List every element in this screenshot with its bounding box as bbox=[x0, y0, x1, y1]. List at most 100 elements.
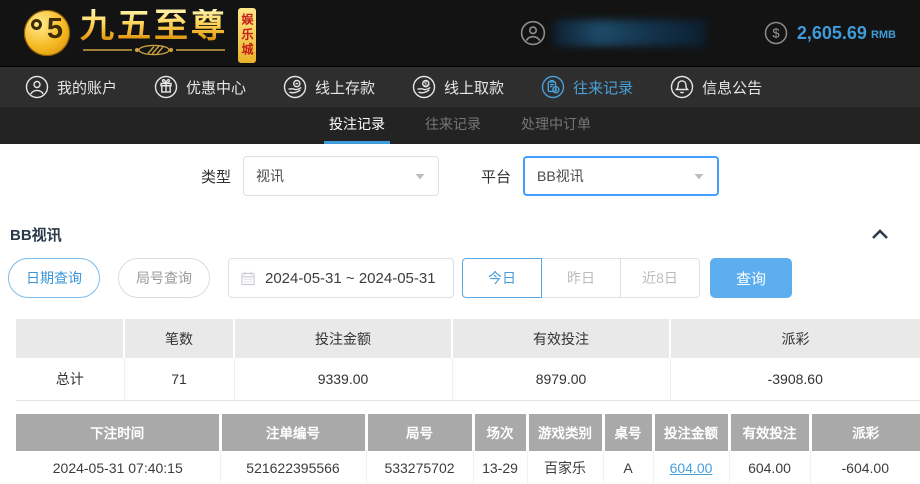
nav-label: 线上取款 bbox=[444, 79, 505, 97]
type-select[interactable]: 视讯 bbox=[243, 156, 439, 196]
date-query-button[interactable]: 日期查询 bbox=[8, 258, 100, 298]
type-label: 类型 bbox=[200, 168, 231, 186]
summary-header-row: 笔数 投注金额 有效投注 派彩 bbox=[16, 319, 920, 358]
logo-name: 九五至尊 bbox=[80, 6, 228, 45]
quick-label: 昨日 bbox=[567, 270, 595, 286]
platform-select[interactable]: BB视讯 bbox=[523, 156, 720, 196]
tab-processing-orders[interactable]: 处理中订单 bbox=[516, 107, 596, 144]
nav-item-withdraw[interactable]: $ 线上取款 bbox=[412, 75, 504, 99]
detail-round-id: 533275702 bbox=[366, 450, 474, 484]
avatar-icon[interactable] bbox=[520, 20, 546, 46]
detail-header-row: 下注时间 注单编号 局号 场次 游戏类别 桌号 投注金额 有效投注 派彩 bbox=[16, 413, 920, 451]
search-button[interactable]: 查询 bbox=[710, 258, 792, 298]
withdraw-circle-icon: $ bbox=[412, 75, 436, 99]
quick-yesterday-button[interactable]: 昨日 bbox=[541, 258, 621, 298]
quick-today-button[interactable]: 今日 bbox=[462, 258, 542, 298]
summary-header-bet-amount: 投注金额 bbox=[234, 319, 453, 358]
detail-bet-time: 2024-05-31 07:40:15 bbox=[16, 450, 221, 484]
nav-item-deposit[interactable]: 线上存款 bbox=[283, 75, 375, 99]
summary-count: 71 bbox=[124, 358, 235, 401]
nav-label: 我的账户 bbox=[57, 79, 118, 97]
summary-header-empty bbox=[16, 319, 125, 358]
detail-table-no: A bbox=[603, 450, 654, 484]
detail-payout: -604.00 bbox=[810, 450, 920, 484]
balance-currency: RMB bbox=[870, 29, 896, 41]
logo-badge: 娱乐城 bbox=[238, 7, 256, 63]
detail-header-payout: 派彩 bbox=[810, 413, 920, 451]
summary-total-row: 总计 71 9339.00 8979.00 -3908.60 bbox=[16, 358, 920, 401]
platform-select-value: BB视讯 bbox=[537, 168, 584, 184]
chevron-up-icon bbox=[872, 229, 888, 239]
bell-circle-icon bbox=[670, 75, 694, 99]
wallet[interactable]: $ 2,605.69 RMB bbox=[764, 21, 896, 45]
summary-table: 笔数 投注金额 有效投注 派彩 总计 71 9339.00 8979.00 -3… bbox=[16, 319, 920, 401]
logo-flourish bbox=[83, 44, 225, 56]
nav-item-promotions[interactable]: 优惠中心 bbox=[154, 75, 246, 99]
date-query-label: 日期查询 bbox=[26, 270, 82, 286]
username-blurred[interactable] bbox=[553, 20, 706, 46]
platform-label: 平台 bbox=[481, 168, 512, 186]
svg-text:$: $ bbox=[424, 81, 428, 88]
round-query-label: 局号查询 bbox=[136, 270, 192, 286]
summary-bet-amount: 9339.00 bbox=[234, 358, 453, 401]
dollar-coin-icon: $ bbox=[764, 21, 788, 45]
detail-row: 2024-05-31 07:40:15 521622395566 5332757… bbox=[16, 450, 920, 484]
search-button-label: 查询 bbox=[735, 270, 766, 288]
quick-range-group: 今日 昨日 近8日 bbox=[462, 258, 700, 298]
detail-valid-bet: 604.00 bbox=[729, 450, 811, 484]
site-logo[interactable]: 5 九五至尊 娱乐城 bbox=[24, 4, 280, 63]
tab-transaction-records[interactable]: 往来记录 bbox=[420, 107, 486, 144]
detail-header-session: 场次 bbox=[473, 413, 529, 451]
detail-header-bet-id: 注单编号 bbox=[220, 413, 368, 451]
summary-header-count: 笔数 bbox=[124, 319, 235, 358]
date-range-input[interactable]: 2024-05-31 ~ 2024-05-31 bbox=[228, 258, 454, 298]
nav-item-announcements[interactable]: 信息公告 bbox=[670, 75, 762, 99]
chevron-down-icon bbox=[694, 174, 704, 180]
quick-label: 今日 bbox=[488, 270, 516, 286]
quick-label: 近8日 bbox=[642, 270, 678, 286]
chevron-down-icon bbox=[415, 174, 425, 180]
summary-header-valid-bet: 有效投注 bbox=[452, 319, 671, 358]
summary-valid-bet: 8979.00 bbox=[452, 358, 671, 401]
detail-bet-amount-link[interactable]: 604.00 bbox=[669, 460, 713, 476]
logo-coin-icon: 5 bbox=[24, 9, 70, 56]
tab-label: 投注记录 bbox=[329, 116, 385, 132]
filter-bar: 类型 视讯 平台 BB视讯 bbox=[0, 144, 920, 208]
deposit-circle-icon bbox=[283, 75, 307, 99]
summary-total-label: 总计 bbox=[16, 358, 125, 401]
calendar-icon bbox=[241, 271, 255, 286]
detail-header-round-id: 局号 bbox=[366, 413, 475, 451]
section-title: BB视讯 bbox=[10, 226, 62, 244]
tab-label: 往来记录 bbox=[425, 116, 481, 132]
detail-bet-id: 521622395566 bbox=[220, 450, 367, 484]
type-select-value: 视讯 bbox=[256, 168, 284, 184]
gift-circle-icon bbox=[154, 75, 178, 99]
nav-label: 往来记录 bbox=[573, 79, 634, 97]
tab-label: 处理中订单 bbox=[521, 116, 591, 132]
tab-betting-records[interactable]: 投注记录 bbox=[324, 107, 390, 144]
summary-header-payout: 派彩 bbox=[670, 319, 920, 358]
detail-game-type: 百家乐 bbox=[527, 450, 604, 484]
user-circle-icon bbox=[25, 75, 49, 99]
record-tabs: 投注记录 往来记录 处理中订单 bbox=[0, 107, 920, 144]
detail-header-valid-bet: 有效投注 bbox=[729, 413, 812, 451]
svg-text:$: $ bbox=[772, 26, 780, 41]
quick-last8days-button[interactable]: 近8日 bbox=[620, 258, 700, 298]
summary-payout: -3908.60 bbox=[670, 358, 920, 401]
query-controls: 日期查询 局号查询 2024-05-31 ~ 2024-05-31 今日 昨日 … bbox=[8, 258, 912, 298]
detail-header-bet-amount: 投注金额 bbox=[653, 413, 731, 451]
collapse-section-button[interactable] bbox=[870, 227, 890, 241]
detail-header-bet-time: 下注时间 bbox=[16, 413, 222, 451]
detail-session: 13-29 bbox=[473, 450, 528, 484]
records-circle-icon bbox=[541, 75, 565, 99]
main-nav: 我的账户 优惠中心 线上存款 $ 线上取款 bbox=[0, 66, 920, 107]
detail-table: 下注时间 注单编号 局号 场次 游戏类别 桌号 投注金额 有效投注 派彩 202… bbox=[16, 413, 920, 484]
nav-item-my-account[interactable]: 我的账户 bbox=[25, 75, 117, 99]
nav-label: 优惠中心 bbox=[186, 79, 247, 97]
balance-amount: 2,605.69 bbox=[796, 22, 867, 43]
nav-item-transaction-records[interactable]: 往来记录 bbox=[541, 75, 633, 99]
user-area: $ 2,605.69 RMB bbox=[520, 20, 896, 46]
nav-label: 线上存款 bbox=[315, 79, 376, 97]
round-query-button[interactable]: 局号查询 bbox=[118, 258, 210, 298]
top-header: 5 九五至尊 娱乐城 $ 2,605.69 bbox=[0, 0, 920, 66]
